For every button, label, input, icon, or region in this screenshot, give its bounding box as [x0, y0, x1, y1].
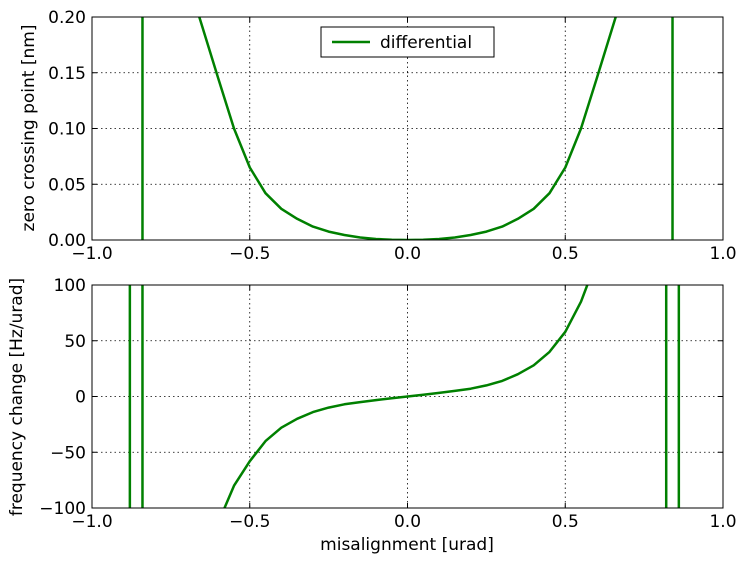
top-y-tick-label: 0.15: [48, 64, 86, 84]
top-panel: −1.0 −0.5 0.0 0.5 1.0 0.00 0.05 0.10 0.15 0.20 ze…: [19, 8, 737, 264]
top-data: [141, 17, 674, 240]
top-y-tick-label: 0.10: [48, 120, 86, 140]
top-series-line-differential: [198, 17, 617, 240]
bottom-y-tick-label: 100: [54, 276, 86, 296]
legend-box: [320, 26, 495, 58]
bottom-x-tick-label: −1.0: [71, 512, 112, 532]
x-axis-label: misalignment [urad]: [320, 535, 494, 555]
top-y-axis-label: zero crossing point [nm]: [19, 25, 39, 232]
legend: differential: [320, 26, 495, 58]
bottom-panel: −1.0 −0.5 0.0 0.5 1.0 −100 −50 0 50 100 frequency…: [7, 276, 737, 555]
legend-label-differential: differential: [380, 33, 472, 53]
bottom-x-tick-label: 0.5: [552, 512, 579, 532]
top-y-tick-label: 0.00: [48, 231, 86, 251]
top-x-tick-label: 1.0: [709, 244, 736, 264]
bottom-y-tick-label: −50: [50, 443, 86, 463]
top-x-tick-label: 0.0: [394, 244, 421, 264]
bottom-series-line-differential: [223, 285, 589, 508]
top-x-tick-label: −1.0: [71, 244, 112, 264]
bottom-ticks: −1.0 −0.5 0.0 0.5 1.0 −100 −50 0 50 100: [39, 276, 736, 532]
bottom-x-tick-label: 1.0: [709, 512, 736, 532]
top-x-tick-label: 0.5: [552, 244, 579, 264]
top-ticks: −1.0 −0.5 0.0 0.5 1.0 0.00 0.05 0.10 0.15 0.20: [48, 8, 736, 264]
bottom-y-axis-label: frequency change [Hz/urad]: [7, 278, 27, 516]
bottom-y-tick-label: −100: [39, 499, 86, 519]
bottom-y-tick-label: 50: [64, 332, 86, 352]
top-y-tick-label: 0.20: [48, 8, 86, 28]
bottom-data: [128, 285, 681, 508]
top-y-tick-label: 0.05: [48, 175, 86, 195]
bottom-y-tick-label: 0: [75, 388, 86, 408]
bottom-x-tick-label: 0.0: [394, 512, 421, 532]
top-x-tick-label: −0.5: [229, 244, 270, 264]
bottom-x-tick-label: −0.5: [229, 512, 270, 532]
